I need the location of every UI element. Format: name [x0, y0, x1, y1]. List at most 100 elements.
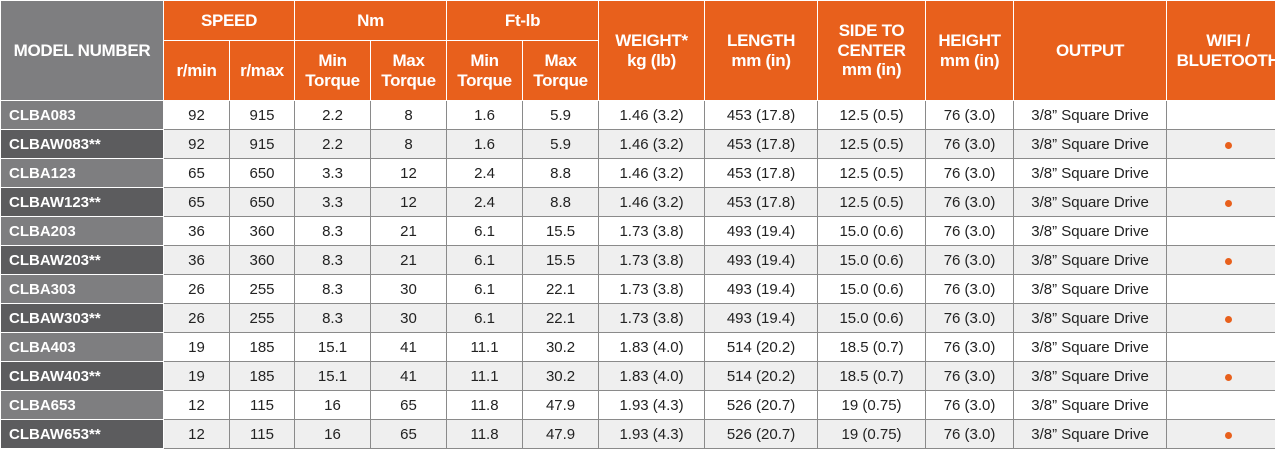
header-nm-max-torque: Max Torque — [371, 41, 447, 101]
nm-max-cell: 41 — [371, 333, 447, 362]
ft-max-cell: 30.2 — [523, 362, 599, 391]
ft-min-cell: 1.6 — [447, 101, 523, 130]
ft-min-cell: 11.8 — [447, 391, 523, 420]
length-cell: 493 (19.4) — [705, 275, 818, 304]
ft-max-cell: 22.1 — [523, 304, 599, 333]
orange-dot-icon — [1225, 432, 1232, 439]
ft-max-cell: 8.8 — [523, 159, 599, 188]
ft-min-cell: 11.8 — [447, 420, 523, 449]
nm-max-cell: 21 — [371, 246, 447, 275]
rmin-cell: 36 — [164, 217, 230, 246]
header-ft-min-torque: Min Torque — [447, 41, 523, 101]
ft-max-cell: 8.8 — [523, 188, 599, 217]
nm-max-cell: 41 — [371, 362, 447, 391]
side-to-center-cell: 19 (0.75) — [818, 420, 926, 449]
length-cell: 526 (20.7) — [705, 391, 818, 420]
model-cell: CLBA203 — [1, 217, 164, 246]
output-cell: 3/8” Square Drive — [1014, 304, 1167, 333]
rmax-cell: 650 — [230, 159, 295, 188]
output-cell: 3/8” Square Drive — [1014, 101, 1167, 130]
rmax-cell: 915 — [230, 101, 295, 130]
header-side-to-center: SIDE TO CENTER mm (in) — [818, 1, 926, 101]
wifi-bluetooth-cell — [1167, 275, 1275, 304]
length-cell: 453 (17.8) — [705, 101, 818, 130]
ft-min-cell: 11.1 — [447, 362, 523, 391]
nm-min-cell: 8.3 — [295, 217, 371, 246]
ft-max-cell: 30.2 — [523, 333, 599, 362]
wifi-bluetooth-cell — [1167, 188, 1275, 217]
ft-min-cell: 11.1 — [447, 333, 523, 362]
side-to-center-cell: 15.0 (0.6) — [818, 246, 926, 275]
ft-min-cell: 1.6 — [447, 130, 523, 159]
height-cell: 76 (3.0) — [926, 101, 1014, 130]
side-to-center-cell: 15.0 (0.6) — [818, 275, 926, 304]
nm-min-cell: 2.2 — [295, 130, 371, 159]
header-weight: WEIGHT* kg (lb) — [599, 1, 705, 101]
ft-max-cell: 15.5 — [523, 217, 599, 246]
nm-min-cell: 15.1 — [295, 333, 371, 362]
header-rmax: r/max — [230, 41, 295, 101]
rmax-cell: 915 — [230, 130, 295, 159]
model-cell: CLBA653 — [1, 391, 164, 420]
wifi-bluetooth-cell — [1167, 362, 1275, 391]
nm-min-cell: 8.3 — [295, 275, 371, 304]
ft-min-cell: 6.1 — [447, 304, 523, 333]
ft-max-cell: 15.5 — [523, 246, 599, 275]
ft-min-cell: 6.1 — [447, 246, 523, 275]
height-cell: 76 (3.0) — [926, 420, 1014, 449]
side-to-center-cell: 18.5 (0.7) — [818, 362, 926, 391]
model-cell: CLBAW653** — [1, 420, 164, 449]
nm-min-cell: 2.2 — [295, 101, 371, 130]
length-cell: 493 (19.4) — [705, 246, 818, 275]
ft-min-cell: 6.1 — [447, 217, 523, 246]
model-cell: CLBA083 — [1, 101, 164, 130]
output-cell: 3/8” Square Drive — [1014, 420, 1167, 449]
header-wifi-bluetooth: WIFI / BLUETOOTH — [1167, 1, 1275, 101]
nm-max-cell: 21 — [371, 217, 447, 246]
height-cell: 76 (3.0) — [926, 159, 1014, 188]
rmin-cell: 19 — [164, 362, 230, 391]
model-cell: CLBA123 — [1, 159, 164, 188]
rmin-cell: 36 — [164, 246, 230, 275]
nm-min-cell: 8.3 — [295, 304, 371, 333]
rmin-cell: 26 — [164, 304, 230, 333]
height-cell: 76 (3.0) — [926, 188, 1014, 217]
header-output: OUTPUT — [1014, 1, 1167, 101]
output-cell: 3/8” Square Drive — [1014, 217, 1167, 246]
rmin-cell: 26 — [164, 275, 230, 304]
nm-min-cell: 3.3 — [295, 159, 371, 188]
height-cell: 76 (3.0) — [926, 130, 1014, 159]
weight-cell: 1.73 (3.8) — [599, 275, 705, 304]
side-to-center-cell: 12.5 (0.5) — [818, 159, 926, 188]
wifi-bluetooth-cell — [1167, 420, 1275, 449]
rmax-cell: 115 — [230, 420, 295, 449]
height-cell: 76 (3.0) — [926, 217, 1014, 246]
weight-cell: 1.93 (4.3) — [599, 420, 705, 449]
output-cell: 3/8” Square Drive — [1014, 130, 1167, 159]
wifi-bluetooth-cell — [1167, 101, 1275, 130]
nm-min-cell: 8.3 — [295, 246, 371, 275]
nm-max-cell: 12 — [371, 159, 447, 188]
nm-max-cell: 65 — [371, 420, 447, 449]
length-cell: 453 (17.8) — [705, 130, 818, 159]
orange-dot-icon — [1225, 142, 1232, 149]
rmax-cell: 115 — [230, 391, 295, 420]
height-cell: 76 (3.0) — [926, 304, 1014, 333]
ft-max-cell: 22.1 — [523, 275, 599, 304]
header-rmin: r/min — [164, 41, 230, 101]
model-cell: CLBAW203** — [1, 246, 164, 275]
header-height: HEIGHT mm (in) — [926, 1, 1014, 101]
model-cell: CLBA303 — [1, 275, 164, 304]
ft-min-cell: 2.4 — [447, 188, 523, 217]
height-cell: 76 (3.0) — [926, 246, 1014, 275]
output-cell: 3/8” Square Drive — [1014, 188, 1167, 217]
output-cell: 3/8” Square Drive — [1014, 275, 1167, 304]
rmin-cell: 65 — [164, 159, 230, 188]
